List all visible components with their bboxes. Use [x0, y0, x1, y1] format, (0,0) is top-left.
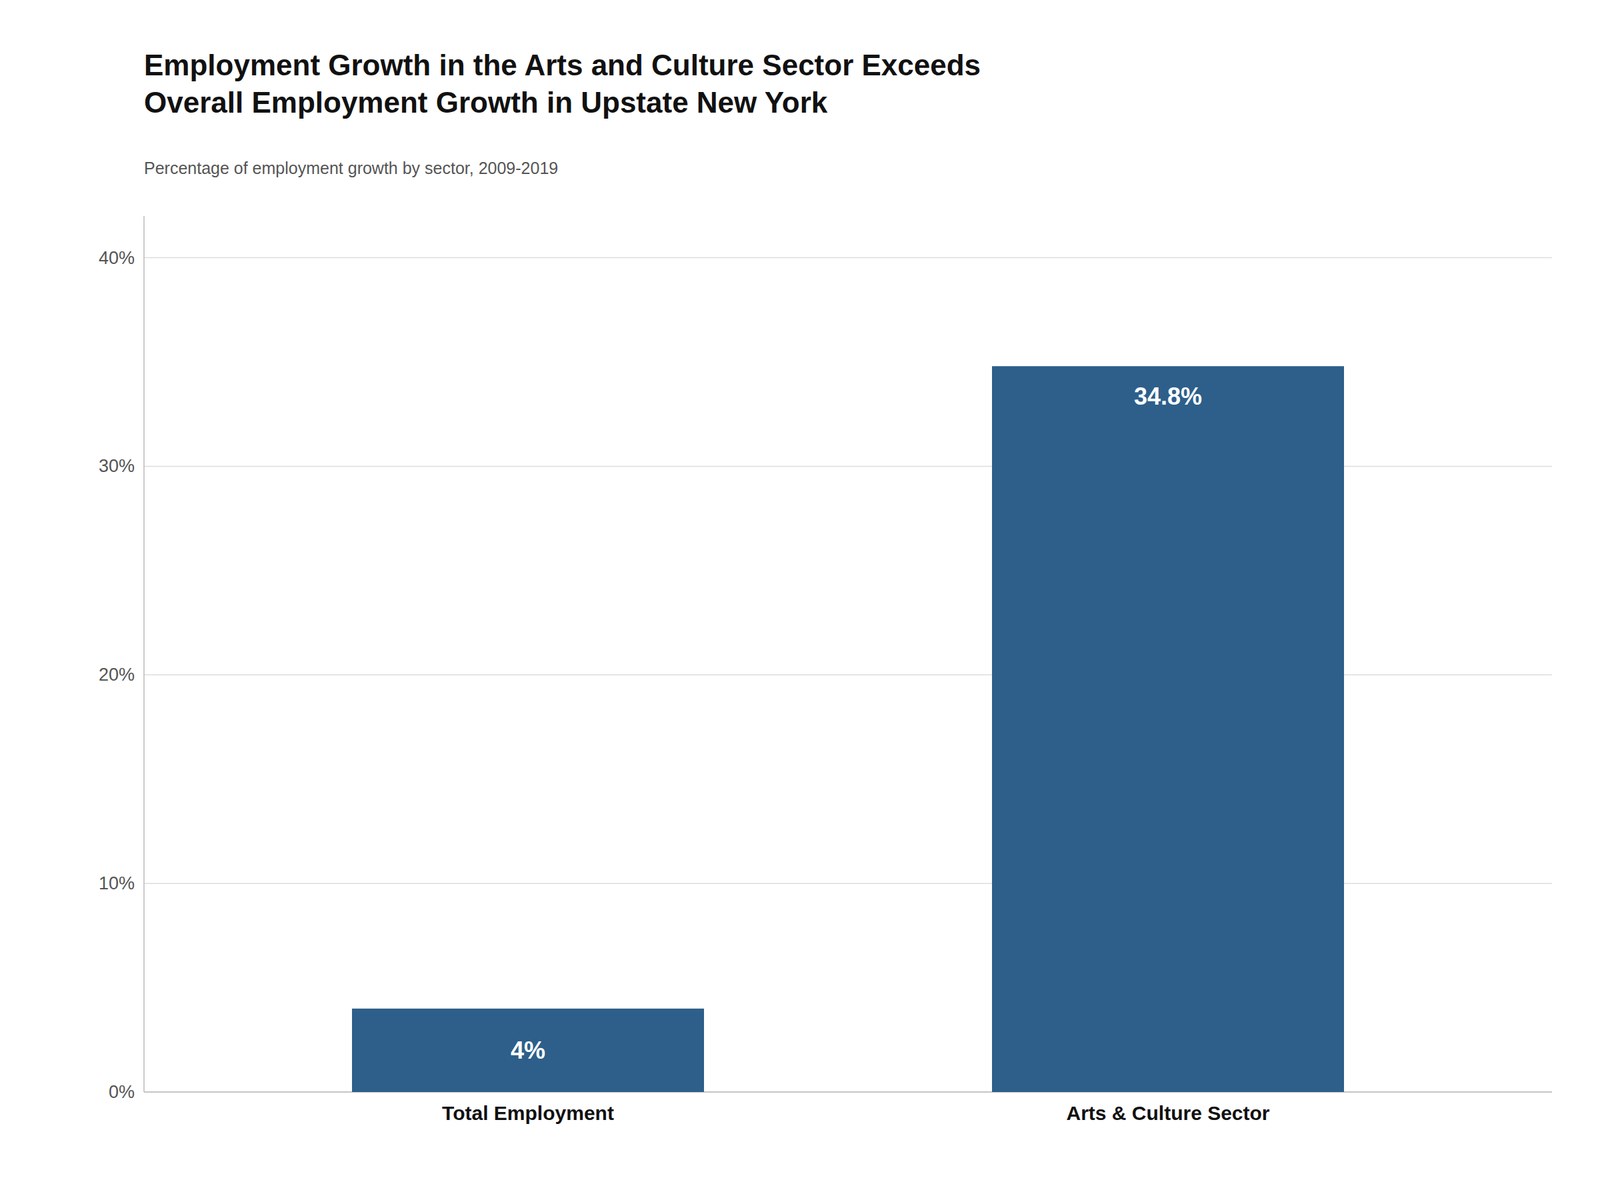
title: Employment Growth in the Arts and Cultur… [144, 48, 981, 119]
y-tick-label: 40% [98, 248, 135, 268]
grid-line [144, 257, 1552, 259]
y-tick-label: 20% [98, 664, 135, 685]
background [0, 0, 1600, 1200]
bar-labels: 4% 34.8% [510, 382, 1202, 1064]
subtitle: Percentage of employment growth by secto… [144, 158, 558, 178]
y-tick-labels: 0% 10% 20% 30% 40% [98, 248, 135, 1102]
x-tick-label: Total Employment [442, 1102, 614, 1124]
x-tick-labels: Total Employment Arts & Culture Sector [442, 1102, 1270, 1124]
title-line: Employment Growth in the Arts and Cultur… [144, 48, 981, 82]
y-tick-label: 10% [98, 873, 135, 894]
y-tick-label: 30% [98, 456, 135, 476]
title-line: Overall Employment Growth in Upstate New… [144, 86, 828, 119]
bar [352, 1008, 704, 1092]
data-label: 34.8% [1134, 382, 1202, 410]
chart-svg: Employment Growth in the Arts and Cultur… [0, 0, 1600, 1200]
grid [144, 258, 1552, 1092]
x-tick-label: Arts & Culture Sector [1066, 1102, 1270, 1124]
bar [992, 366, 1344, 1092]
y-tick-label: 0% [108, 1082, 135, 1102]
bars [352, 366, 1344, 1092]
chart-container: Employment Growth in the Arts and Cultur… [0, 0, 1600, 1200]
y-axis-line [143, 216, 145, 1092]
data-label: 4% [510, 1036, 546, 1064]
